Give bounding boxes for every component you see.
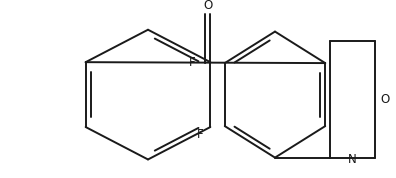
Text: O: O bbox=[203, 0, 213, 12]
Text: N: N bbox=[348, 153, 357, 166]
Text: F: F bbox=[197, 128, 204, 141]
Text: F: F bbox=[189, 56, 196, 69]
Text: O: O bbox=[381, 93, 390, 106]
